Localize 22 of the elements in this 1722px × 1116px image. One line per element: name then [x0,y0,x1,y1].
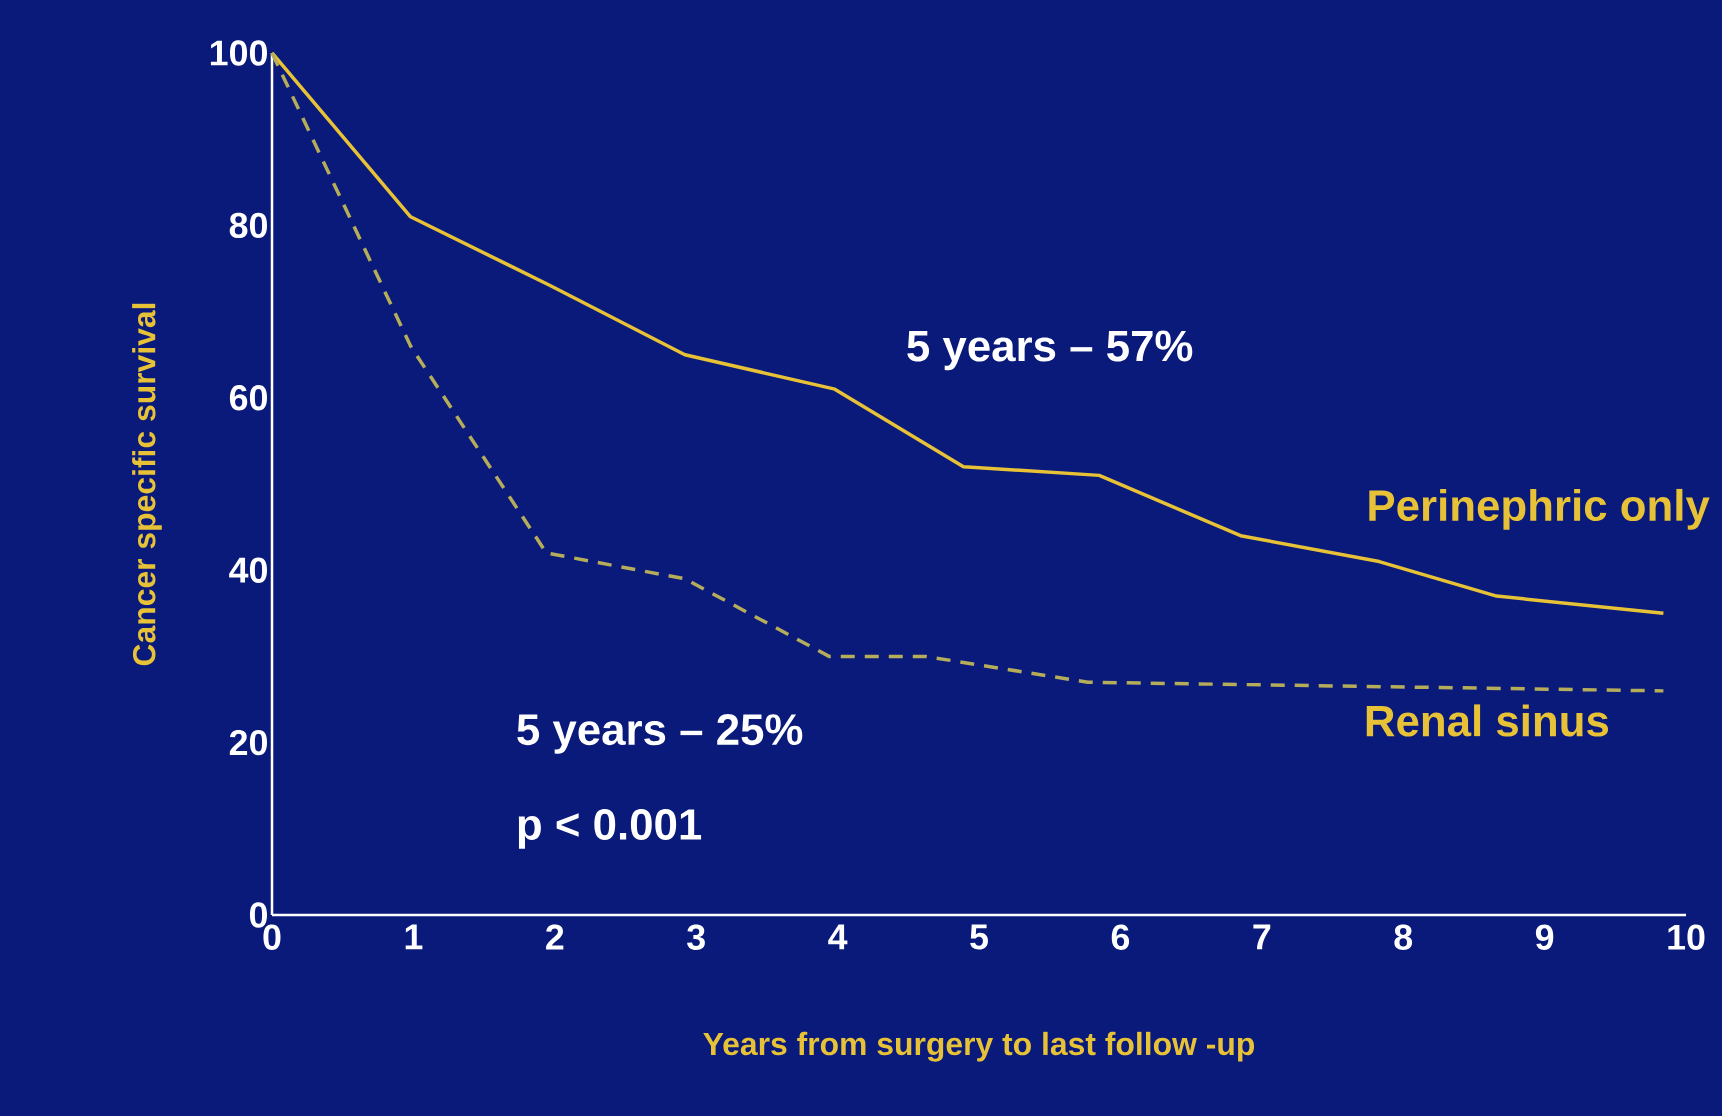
y-tick-label: 60 [229,385,267,411]
y-tick-label: 80 [229,212,267,239]
annotation: p < 0.001 [518,808,702,849]
series-label: Perinephric only [1369,488,1710,530]
x-tick-label: 9 [1535,924,1554,950]
annotation: 5 years – 25% [517,714,803,754]
x-tick-label: 4 [828,924,848,950]
y-tick-label: 40 [229,557,267,583]
y-axis-title: Cancer specific survival [132,303,162,666]
x-tick-label: 6 [1111,924,1130,950]
x-axis-title: Years from surgery to last follow -up [703,1031,1255,1062]
x-tick-label: 3 [687,924,705,950]
x-tick-label: 7 [1253,924,1271,950]
x-tick-label: 2 [546,924,564,950]
y-tick-label: 100 [210,40,267,66]
x-tick-label: 8 [1394,924,1413,950]
x-tick-label: 1 [405,924,423,950]
x-tick-label: 10 [1668,924,1705,950]
annotation: 5 years – 57% [907,330,1193,371]
y-tick-label: 20 [229,729,267,756]
series-label: Renal sinus [1366,704,1609,737]
x-tick-label: 5 [970,924,988,950]
